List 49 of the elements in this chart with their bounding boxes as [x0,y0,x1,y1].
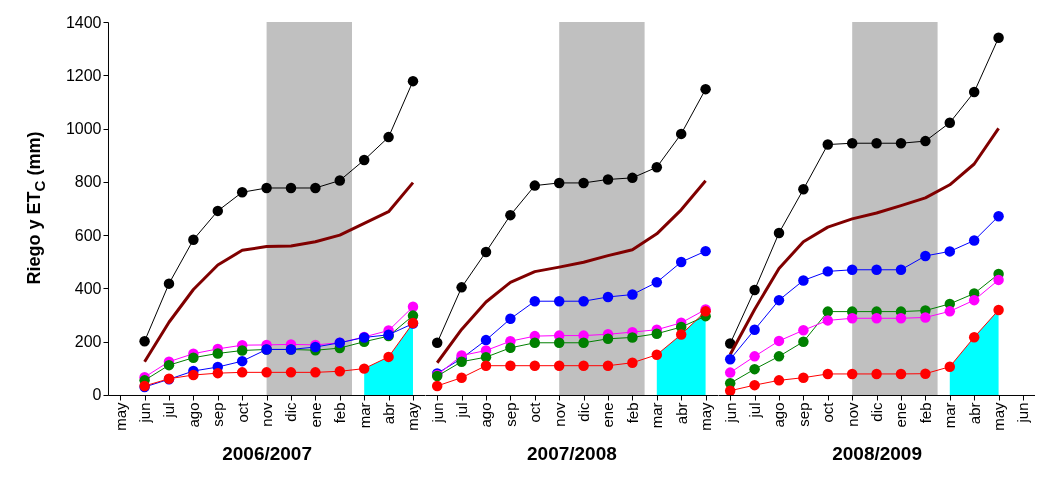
y-tick-label: 0 [92,386,102,404]
x-tick-label: nov [550,402,568,427]
x-tick-label: jun [428,402,446,424]
x-tick-label: ene [599,402,617,428]
x-tick-label: ago [184,402,202,428]
x-tick-label: ago [477,402,495,428]
x-tick-label: dic [575,401,593,422]
x-tick-label: mar [355,402,373,429]
x-tick-label: abr [672,402,690,425]
x-tick-label: oct [819,401,837,423]
y-tick-label: 200 [74,333,102,351]
y-tick-label: 1200 [65,66,102,84]
x-tick-label: feb [624,402,642,424]
x-tick-label: ago [770,402,788,428]
x-tick-label: dic [282,401,300,422]
x-axis-title: 2007/2008 [527,442,617,464]
x-tick-label: nov [258,402,276,427]
x-tick-label: may [990,401,1008,431]
x-tick-label: oct [233,401,251,423]
x-tick-label: jul [746,402,764,419]
x-axis-title: 2008/2009 [832,442,922,464]
x-tick-label: abr [965,402,983,425]
x-tick-label: ene [306,402,324,428]
x-tick-label: sep [794,402,812,427]
x-tick-label: may [404,401,422,431]
x-tick-label: abr [380,402,398,425]
y-tick-label: 800 [74,173,102,191]
x-tick-label: jul [453,402,471,419]
x-axis-title: 2006/2007 [222,442,312,464]
x-tick-label: feb [331,402,349,424]
x-tick-label: may [697,402,715,431]
x-tick-label: may [111,401,129,431]
x-tick-label: dic [868,401,886,422]
x-tick-label: nov [843,402,861,427]
x-tick-label: jun [1014,402,1032,424]
x-tick-label: ene [892,402,910,428]
y-tick-label: 400 [74,279,102,297]
x-tick-label: jun [136,402,154,424]
y-tick-label: 600 [74,226,102,244]
x-tick-label: oct [526,401,544,423]
y-tick-label: 1000 [65,120,102,138]
x-tick-label: sep [209,402,227,427]
x-tick-label: sep [502,402,520,427]
x-tick-label: mar [941,402,959,429]
x-tick-label: jul [160,402,178,419]
x-tick-label: feb [916,402,934,424]
y-tick-label: 1400 [65,13,102,31]
x-tick-label: jun [721,402,739,424]
x-tick-label: mar [648,402,666,429]
